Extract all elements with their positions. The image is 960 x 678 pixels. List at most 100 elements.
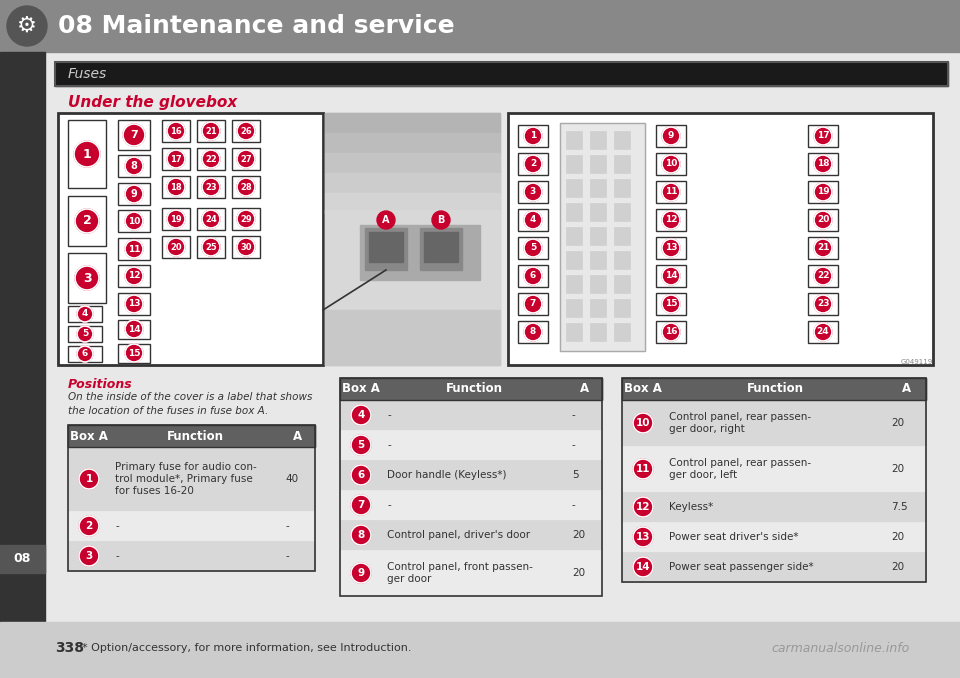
Circle shape <box>79 469 99 489</box>
Bar <box>118 120 150 150</box>
Text: 22: 22 <box>205 155 217 163</box>
Circle shape <box>125 344 143 362</box>
Text: -: - <box>115 521 119 531</box>
Text: 13: 13 <box>664 243 677 252</box>
Bar <box>68 425 315 571</box>
Circle shape <box>814 239 832 257</box>
Bar <box>622 492 926 522</box>
Circle shape <box>202 210 220 228</box>
Circle shape <box>125 267 143 285</box>
Bar <box>656 125 686 147</box>
Bar <box>325 113 500 365</box>
Text: -: - <box>387 500 391 510</box>
Bar <box>360 225 480 280</box>
Circle shape <box>77 346 93 362</box>
Bar <box>518 209 548 231</box>
Circle shape <box>524 323 542 341</box>
Bar <box>55 62 948 86</box>
Circle shape <box>814 183 832 201</box>
Bar <box>656 237 686 259</box>
Circle shape <box>814 127 832 145</box>
Text: 29: 29 <box>240 214 252 224</box>
Text: 2: 2 <box>530 159 536 169</box>
Bar <box>340 430 602 460</box>
Bar <box>340 378 382 400</box>
Text: Control panel, rear passen-
ger door, left: Control panel, rear passen- ger door, le… <box>669 458 811 480</box>
Text: 08: 08 <box>13 553 31 565</box>
Text: 20: 20 <box>891 532 904 542</box>
Text: 6: 6 <box>357 470 365 480</box>
Bar <box>518 293 548 315</box>
Bar <box>280 425 315 447</box>
Circle shape <box>524 127 542 145</box>
Circle shape <box>662 211 680 229</box>
Text: ⚙: ⚙ <box>17 16 37 36</box>
Text: Power seat passenger side*: Power seat passenger side* <box>669 562 814 572</box>
Bar <box>508 113 933 365</box>
Text: 8: 8 <box>131 161 137 171</box>
Text: Power seat driver's side*: Power seat driver's side* <box>669 532 799 542</box>
Text: Primary fuse for audio con-
trol module*, Primary fuse
for fuses 16-20: Primary fuse for audio con- trol module*… <box>115 462 256 496</box>
Bar <box>340 490 602 520</box>
Circle shape <box>202 122 220 140</box>
Circle shape <box>814 211 832 229</box>
Circle shape <box>167 238 185 256</box>
Text: 1: 1 <box>83 148 91 161</box>
Bar <box>518 321 548 343</box>
Bar <box>420 228 462 270</box>
Bar <box>340 400 602 430</box>
Bar <box>68 196 106 246</box>
Text: A: A <box>382 215 390 225</box>
Bar <box>656 321 686 343</box>
Text: Control panel, driver's door: Control panel, driver's door <box>387 530 530 540</box>
Circle shape <box>633 459 653 479</box>
Text: 08 Maintenance and service: 08 Maintenance and service <box>58 14 455 38</box>
Circle shape <box>351 563 371 583</box>
Bar <box>566 323 582 341</box>
Circle shape <box>202 178 220 196</box>
Bar <box>118 265 150 287</box>
Circle shape <box>123 124 145 146</box>
Text: Function: Function <box>747 382 804 395</box>
Text: 1: 1 <box>85 474 92 484</box>
Bar <box>162 208 190 230</box>
Text: 10: 10 <box>665 159 677 169</box>
Circle shape <box>125 295 143 313</box>
Bar <box>197 120 225 142</box>
Text: 23: 23 <box>817 300 829 308</box>
Bar <box>118 293 150 315</box>
Text: 14: 14 <box>128 325 140 334</box>
Bar <box>808 153 838 175</box>
Bar <box>566 179 582 197</box>
Text: 20: 20 <box>891 418 904 428</box>
Text: 5: 5 <box>530 243 536 252</box>
Bar <box>622 446 926 492</box>
Bar <box>518 265 548 287</box>
Text: 6: 6 <box>530 271 536 281</box>
Circle shape <box>202 150 220 168</box>
Circle shape <box>351 525 371 545</box>
Text: 12: 12 <box>664 216 677 224</box>
Circle shape <box>351 465 371 485</box>
Text: G049119: G049119 <box>900 359 933 365</box>
Bar <box>118 210 150 232</box>
Circle shape <box>524 295 542 313</box>
Text: 11: 11 <box>664 188 677 197</box>
Circle shape <box>662 239 680 257</box>
Bar <box>808 181 838 203</box>
Text: Door handle (Keyless*): Door handle (Keyless*) <box>387 470 507 480</box>
Text: -: - <box>285 551 289 561</box>
Circle shape <box>814 323 832 341</box>
Text: 8: 8 <box>357 530 365 540</box>
Text: 22: 22 <box>817 271 829 281</box>
Text: 20: 20 <box>891 562 904 572</box>
Circle shape <box>75 209 99 233</box>
Circle shape <box>125 320 143 338</box>
Bar <box>45 52 960 622</box>
Bar <box>808 125 838 147</box>
Text: 8: 8 <box>530 327 536 336</box>
Bar <box>518 153 548 175</box>
Bar <box>566 155 582 173</box>
Bar <box>197 176 225 198</box>
Text: 2: 2 <box>83 214 91 228</box>
